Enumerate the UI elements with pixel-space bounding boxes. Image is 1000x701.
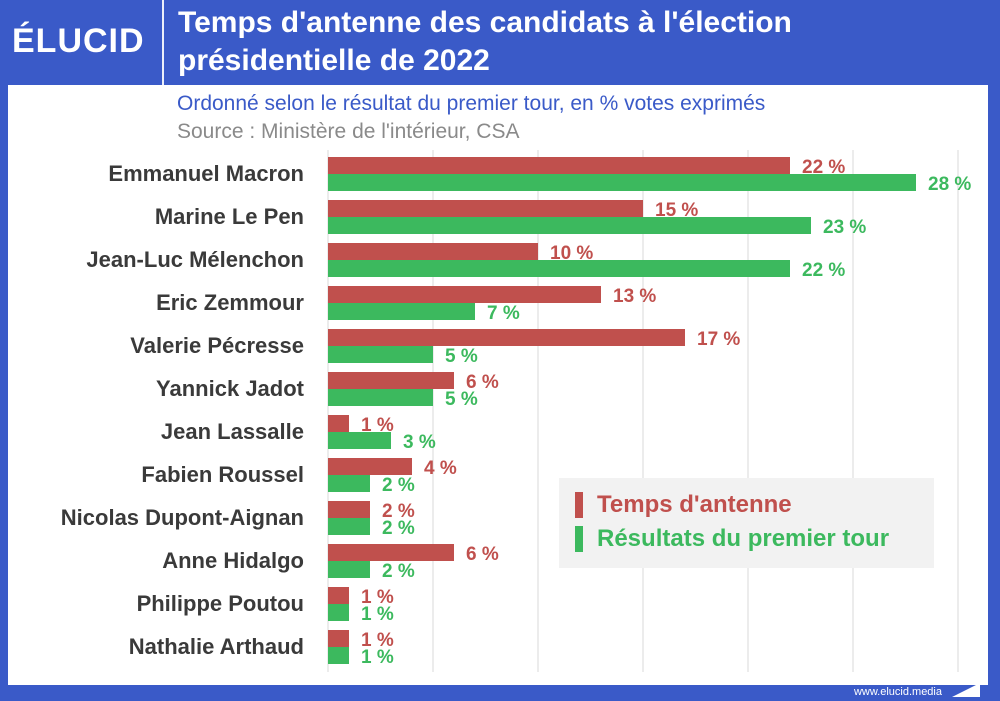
header-divider (162, 0, 164, 85)
category-label: Fabien Roussel (141, 462, 304, 487)
legend-label-temps: Temps d'antenne (597, 491, 792, 518)
bar-temps-antenne (328, 286, 601, 303)
bar-resultats (328, 475, 370, 492)
data-label: 17 % (697, 329, 740, 350)
data-label: 2 % (382, 501, 415, 522)
data-label: 22 % (802, 157, 845, 178)
category-label: Emmanuel Macron (108, 161, 304, 186)
bar-temps-antenne (328, 372, 454, 389)
category-label: Nathalie Arthaud (129, 634, 304, 659)
chart-subtitle: Ordonné selon le résultat du premier tou… (177, 92, 766, 115)
bar-resultats (328, 303, 475, 320)
data-label: 15 % (655, 200, 698, 221)
category-label: Marine Le Pen (155, 204, 304, 229)
bar-resultats (328, 518, 370, 535)
category-label: Jean-Luc Mélenchon (86, 247, 304, 272)
bar-resultats (328, 174, 916, 191)
bar-resultats (328, 389, 433, 406)
bar-temps-antenne (328, 200, 643, 217)
bars (328, 157, 916, 664)
category-label: Valerie Pécresse (130, 333, 304, 358)
legend-label-resultats: Résultats du premier tour (597, 525, 890, 552)
data-label: 5 % (445, 346, 478, 367)
data-label: 10 % (550, 243, 593, 264)
chart-source: Source : Ministère de l'intérieur, CSA (177, 120, 520, 143)
data-label: 23 % (823, 217, 866, 238)
bar-temps-antenne (328, 157, 790, 174)
logo: ÉLUCID (12, 22, 145, 60)
category-label: Yannick Jadot (156, 376, 305, 401)
bar-resultats (328, 561, 370, 578)
data-label: 4 % (424, 458, 457, 479)
bar-temps-antenne (328, 544, 454, 561)
chart-title: Temps d'antenne des candidats à l'électi… (178, 6, 792, 77)
bar-temps-antenne (328, 458, 412, 475)
bar-resultats (328, 346, 433, 363)
data-label: 22 % (802, 260, 845, 281)
data-label: 28 % (928, 174, 971, 195)
data-label: 6 % (466, 544, 499, 565)
data-label: 7 % (487, 303, 520, 324)
labels: Emmanuel Macron 22 % 28 % Marine Le Pen 15 %… (61, 157, 972, 668)
bar-temps-antenne (328, 630, 349, 647)
data-label: 1 % (361, 587, 394, 608)
bar-resultats (328, 647, 349, 664)
data-label: 2 % (382, 475, 415, 496)
bar-temps-antenne (328, 329, 685, 346)
header: ÉLUCID Temps d'antenne des candidats à l… (0, 0, 1000, 85)
bar-resultats (328, 432, 391, 449)
gridlines (327, 150, 959, 672)
bar-resultats (328, 260, 790, 277)
brand-mark-icon (952, 683, 980, 697)
category-label: Philippe Poutou (137, 591, 304, 616)
data-label: 2 % (382, 561, 415, 582)
category-label: Nicolas Dupont-Aignan (61, 505, 304, 530)
category-label: Jean Lassalle (161, 419, 304, 444)
bar-resultats (328, 217, 811, 234)
bar-temps-antenne (328, 501, 370, 518)
data-label: 3 % (403, 432, 436, 453)
footer-url[interactable]: www.elucid.media (853, 686, 942, 698)
legend-swatch-temps (575, 492, 583, 518)
data-label: 2 % (382, 518, 415, 539)
data-label: 5 % (445, 389, 478, 410)
data-label: 1 % (361, 630, 394, 651)
legend-swatch-resultats (575, 526, 583, 552)
bar-temps-antenne (328, 243, 538, 260)
data-label: 1 % (361, 415, 394, 436)
legend: Temps d'antenne Résultats du premier tou… (559, 478, 934, 568)
bar-resultats (328, 604, 349, 621)
data-label: 1 % (361, 604, 394, 625)
data-label: 13 % (613, 286, 656, 307)
data-label: 6 % (466, 372, 499, 393)
bar-temps-antenne (328, 415, 349, 432)
data-label: 1 % (361, 647, 394, 668)
bar-temps-antenne (328, 587, 349, 604)
category-label: Anne Hidalgo (162, 548, 304, 573)
category-label: Eric Zemmour (156, 290, 304, 315)
